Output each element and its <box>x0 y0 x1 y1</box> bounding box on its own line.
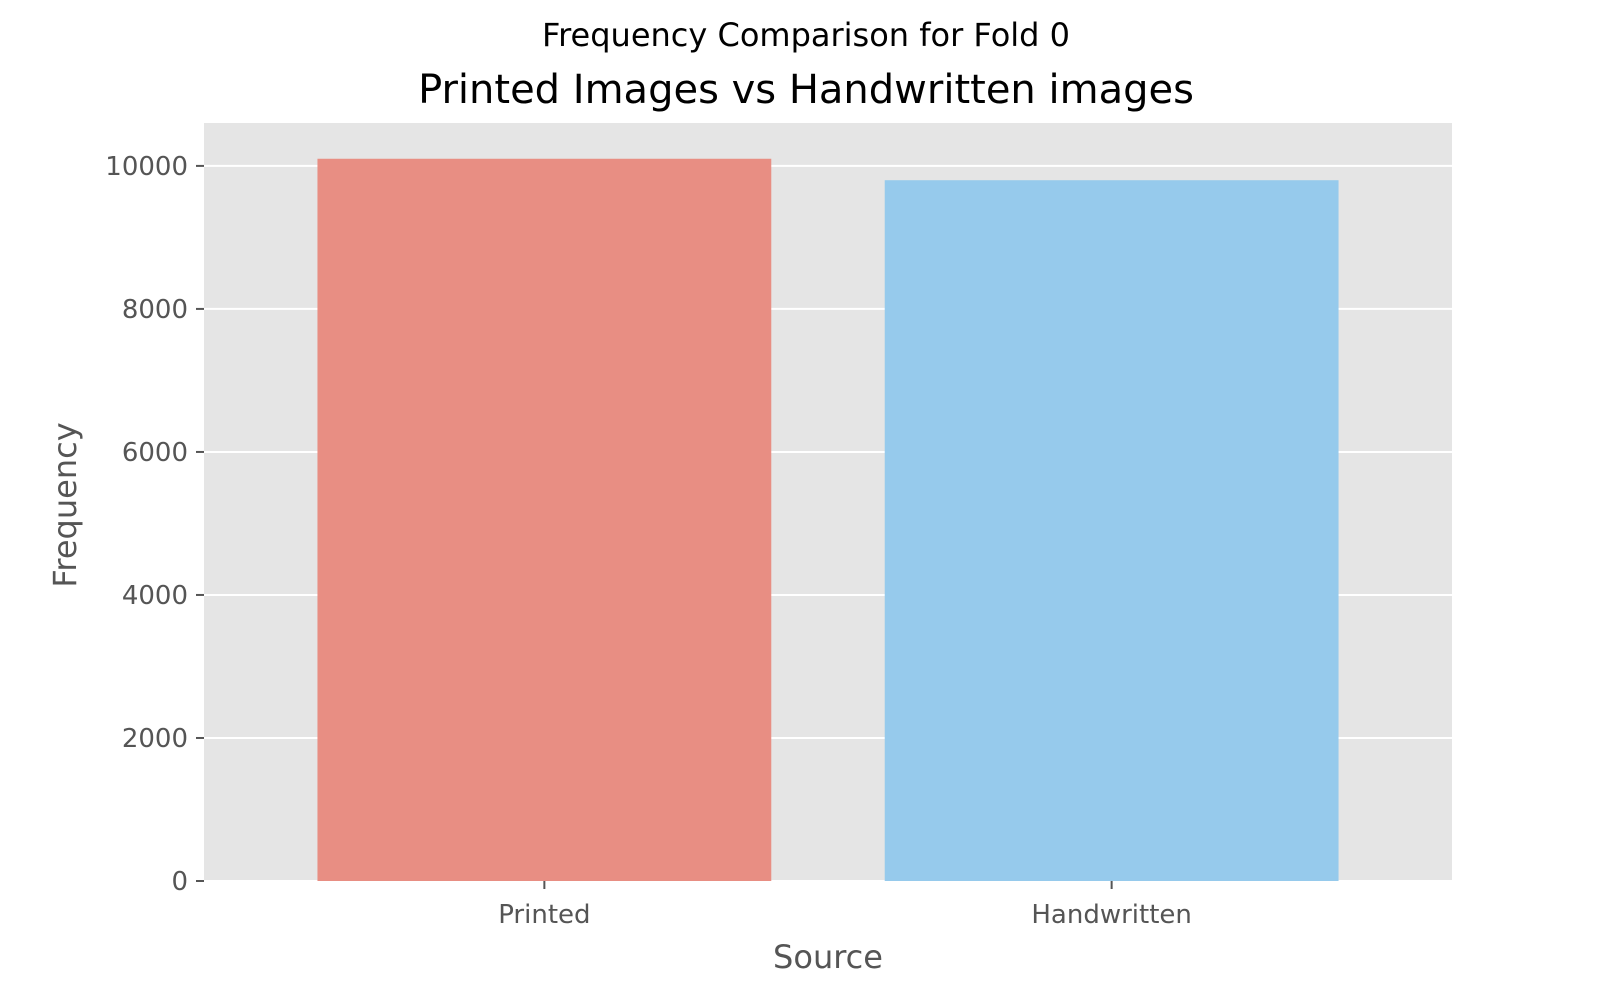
y-tick-label: 4000 <box>122 581 188 611</box>
chart-suptitle: Frequency Comparison for Fold 0 <box>542 16 1070 54</box>
bars <box>317 158 1339 882</box>
y-tick-label: 8000 <box>122 295 188 325</box>
y-tick-label: 0 <box>171 867 188 897</box>
bar-handwritten <box>884 180 1339 882</box>
y-tick-label: 10000 <box>105 152 188 182</box>
bar-printed <box>317 158 772 882</box>
x-tick-label: Printed <box>498 900 590 930</box>
chart-title: Printed Images vs Handwritten images <box>418 67 1194 113</box>
x-axis-ticks: Printed Handwritten <box>498 881 1192 930</box>
y-tick-label: 6000 <box>122 438 188 468</box>
y-tick-label: 2000 <box>122 724 188 754</box>
x-tick-label: Handwritten <box>1031 900 1192 930</box>
x-axis-label: Source <box>773 938 883 976</box>
y-axis-label: Frequency <box>46 422 84 587</box>
y-axis-ticks: 0 2000 4000 6000 8000 10000 <box>105 152 204 897</box>
